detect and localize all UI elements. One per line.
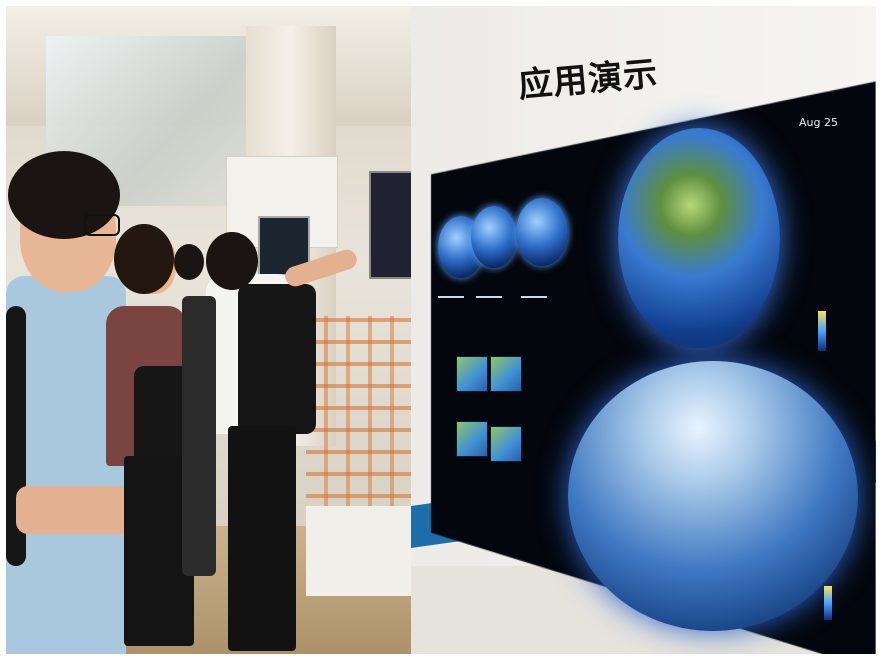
large-globe-africa [618, 128, 780, 348]
hair [114, 224, 174, 294]
hair [174, 244, 204, 280]
globe-caption-3 [521, 296, 547, 298]
globe-caption-1 [438, 296, 464, 298]
hair [206, 232, 258, 290]
molecular-model [306, 316, 416, 516]
map-tile-2 [490, 356, 522, 392]
large-globe-legend [818, 311, 826, 351]
glasses-icon [84, 214, 120, 236]
map-tile-1 [456, 356, 488, 392]
map-tile-4 [490, 426, 522, 462]
small-globe-3 [516, 198, 568, 266]
photo-scene: 应用演示 Aug 25 [6, 6, 876, 654]
small-globe-2 [471, 206, 517, 268]
black-pants [228, 426, 296, 651]
side-monitor [369, 171, 413, 279]
globe-caption-2 [476, 296, 502, 298]
black-backpack [238, 284, 316, 434]
dark-clothes [182, 296, 216, 576]
arm [16, 486, 136, 534]
map-tile-3 [456, 421, 488, 457]
screen-date-label: Aug 25 [799, 116, 838, 129]
model-base [306, 506, 416, 596]
large-globe-pacific [568, 361, 858, 631]
pacific-globe-legend [824, 586, 832, 620]
